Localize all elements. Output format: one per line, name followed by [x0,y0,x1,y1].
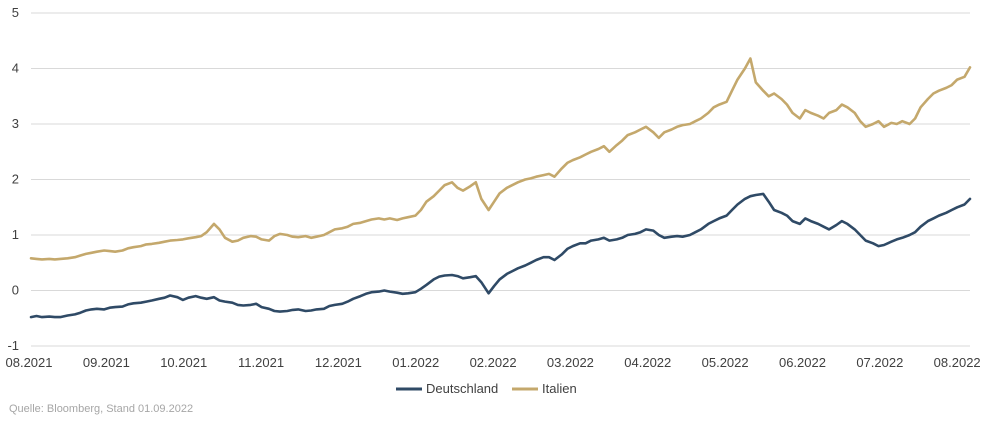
x-tick-label: 02.2022 [470,355,517,370]
chart-legend: Deutschland Italien [396,381,577,396]
x-tick-label: 09.2021 [83,355,130,370]
x-tick-label: 12.2021 [315,355,362,370]
series-line-deutschland [29,192,972,319]
x-tick-label: 06.2022 [779,355,826,370]
x-tick-label: 10.2021 [160,355,207,370]
x-tick-label: 04.2022 [624,355,671,370]
chart-series [29,57,972,319]
series-line-italien [29,57,972,261]
y-tick-label: 5 [12,5,19,20]
y-tick-label: 0 [12,283,19,298]
y-tick-label: -1 [7,338,19,353]
legend-label-italien: Italien [542,381,577,396]
x-tick-label: 05.2022 [702,355,749,370]
x-tick-label: 11.2021 [238,355,284,370]
x-tick-label: 07.2022 [856,355,903,370]
x-tick-label: 08.2022 [934,355,981,370]
x-tick-label: 03.2022 [547,355,594,370]
y-tick-label: 4 [12,61,19,76]
x-axis-ticks: 08.2021 09.2021 10.2021 11.2021 12.2021 01.20… [6,355,981,370]
source-note: Quelle: Bloomberg, Stand 01.09.2022 [9,403,194,415]
y-axis-ticks: -1 0 1 2 3 4 5 [7,5,19,353]
chart-grid [31,12,970,347]
x-tick-label: 01.2022 [392,355,439,370]
y-tick-label: 1 [12,227,19,242]
legend-label-deutschland: Deutschland [426,381,498,396]
y-tick-label: 2 [12,172,19,187]
x-tick-label: 08.2021 [6,355,53,370]
y-tick-label: 3 [12,116,19,131]
